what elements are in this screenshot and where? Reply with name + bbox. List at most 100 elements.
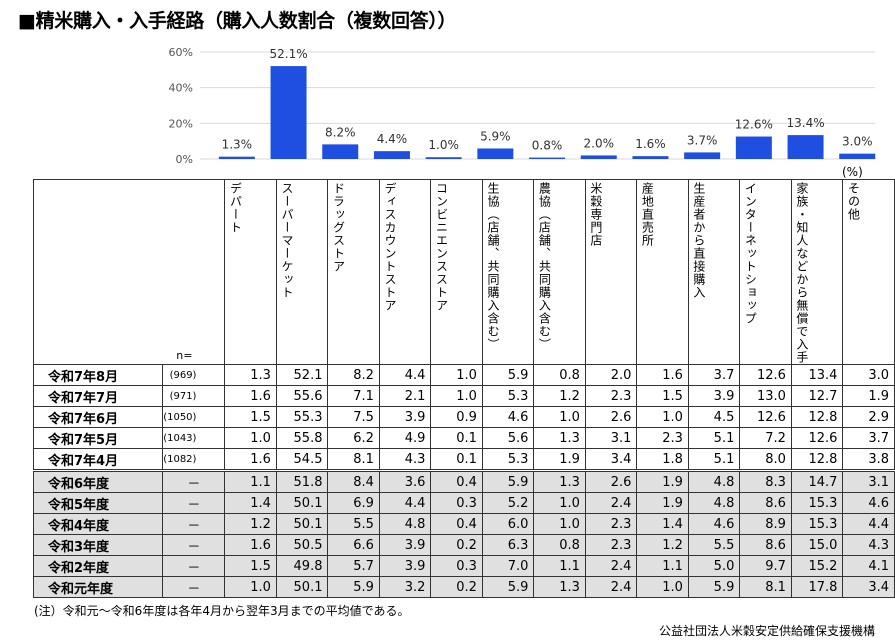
header-corner: n= <box>32 179 226 365</box>
table-cell: 1.0 <box>533 492 586 514</box>
table-cell: 4.3 <box>842 534 895 556</box>
table-cell: 3.2 <box>378 576 432 598</box>
table-row: 令和2年度－ 1.5 49.8 5.7 3.9 0.3 7.0 1.1 2.4 1.1 5.0 9.7… <box>32 555 895 577</box>
table-cell: 5.3 <box>481 448 535 471</box>
table-cell: 3.7 <box>687 364 741 386</box>
data-label: 1.3% <box>222 138 253 152</box>
table-cell: 8.1 <box>327 448 380 471</box>
table-cell: 1.6 <box>224 448 277 471</box>
table-cell: 9.7 <box>739 555 792 577</box>
table-cell: 3.4 <box>842 576 895 598</box>
data-label: 3.0% <box>842 135 873 149</box>
table-row: 令和3年度－ 1.6 50.5 6.6 3.9 0.2 6.3 0.8 2.3 1.2 5.5 8.6… <box>32 534 895 556</box>
table-cell: 4.6 <box>687 513 741 535</box>
table-cell: 1.6 <box>636 364 689 386</box>
bar <box>529 157 566 159</box>
bar <box>373 151 410 159</box>
table-cell: 7.2 <box>739 427 792 449</box>
table-cell: 1.9 <box>533 448 586 471</box>
table-cell: 5.5 <box>327 513 380 535</box>
table-cell: 0.4 <box>430 513 483 535</box>
table-row: 令和7年6月 (1050) 1.5 55.3 7.5 3.9 0.9 4.6 1.0 2.6 1.0… <box>32 406 895 428</box>
table-cell: 12.8 <box>790 406 844 428</box>
table-cell: 4.1 <box>842 555 895 577</box>
table-cell: 4.4 <box>378 364 432 386</box>
table-cell: 2.9 <box>842 406 895 428</box>
table-cell: 3.7 <box>842 427 895 449</box>
table-cell: 12.6 <box>739 364 792 386</box>
data-label: 12.6% <box>735 118 773 132</box>
table-cell: 0.1 <box>430 427 483 449</box>
table-cell: 1.9 <box>636 492 689 514</box>
table-cell: 12.8 <box>790 448 844 471</box>
table-cell: 2.0 <box>584 364 638 386</box>
table-cell: 55.3 <box>275 406 329 428</box>
row-label: 令和6年度 <box>32 469 164 493</box>
column-header: 生協（店舗、共同購入含む） <box>481 179 535 365</box>
table-cell: 6.2 <box>327 427 380 449</box>
bar <box>322 144 359 159</box>
table-cell: 6.6 <box>327 534 380 556</box>
table-cell: 4.6 <box>842 492 895 514</box>
table-cell: 1.1 <box>636 555 689 577</box>
table-cell: 8.9 <box>739 513 792 535</box>
table-cell: 1.0 <box>533 406 586 428</box>
column-header: コンビニエンスストア <box>430 179 483 365</box>
table-cell: 50.1 <box>275 492 329 514</box>
table-cell: 0.8 <box>533 364 586 386</box>
sample-size: － <box>162 513 226 535</box>
bar <box>218 156 255 159</box>
table-cell: 0.2 <box>430 576 483 598</box>
table-cell: 1.6 <box>224 385 277 407</box>
row-label: 令和7年6月 <box>32 406 164 428</box>
table-cell: 5.5 <box>687 534 741 556</box>
table-cell: 8.4 <box>327 469 380 493</box>
column-header: 米穀専門店 <box>584 179 638 365</box>
row-label: 令和7年4月 <box>32 448 164 471</box>
column-header: 生産者から直接購入 <box>687 179 741 365</box>
row-label: 令和2年度 <box>32 555 164 577</box>
table-cell: 3.1 <box>584 427 638 449</box>
table-cell: 1.3 <box>533 576 586 598</box>
sample-size: (1082) <box>162 448 226 471</box>
table-row: 令和7年5月 (1043) 1.0 55.8 6.2 4.9 0.1 5.6 1.3 3.1 2.3… <box>32 427 895 449</box>
sample-size: － <box>162 555 226 577</box>
table-cell: 5.9 <box>687 576 741 598</box>
unit-label: (%) <box>842 165 863 179</box>
table-cell: 1.0 <box>224 427 277 449</box>
table-cell: 1.8 <box>636 448 689 471</box>
table-cell: 4.3 <box>378 448 432 471</box>
n-label: n= <box>176 349 193 362</box>
table-cell: 1.0 <box>636 406 689 428</box>
table-cell: 15.3 <box>790 492 844 514</box>
footnote: (注）令和元～令和6年度は各年4月から翌年3月までの平均値である。 <box>34 604 410 618</box>
table-cell: 1.1 <box>224 469 277 493</box>
table-cell: 1.0 <box>224 576 277 598</box>
table-cell: 2.1 <box>378 385 432 407</box>
table-cell: 1.0 <box>636 576 689 598</box>
table-cell: 3.6 <box>378 469 432 493</box>
table-cell: 8.6 <box>739 534 792 556</box>
table-cell: 50.1 <box>275 513 329 535</box>
table-cell: 49.8 <box>275 555 329 577</box>
table-cell: 15.0 <box>790 534 844 556</box>
data-label: 13.4% <box>786 116 824 130</box>
table-cell: 1.2 <box>533 385 586 407</box>
table-cell: 2.3 <box>584 513 638 535</box>
sample-size: － <box>162 469 226 493</box>
sample-size: (969) <box>162 364 226 386</box>
data-label: 3.7% <box>687 133 718 147</box>
table-cell: 12.6 <box>739 406 792 428</box>
table-row: 令和4年度－ 1.2 50.1 5.5 4.8 0.4 6.0 1.0 2.3 1.4 4.6 8.9… <box>32 513 895 535</box>
sample-size: (1050) <box>162 406 226 428</box>
table-cell: 2.3 <box>584 534 638 556</box>
table-cell: 0.2 <box>430 534 483 556</box>
table-cell: 5.3 <box>481 385 535 407</box>
row-label: 令和3年度 <box>32 534 164 556</box>
bar <box>632 156 669 159</box>
bar <box>477 148 514 159</box>
table-cell: 5.9 <box>481 469 535 493</box>
table-cell: 13.4 <box>790 364 844 386</box>
bar <box>270 66 307 159</box>
row-label: 令和7年8月 <box>32 364 164 386</box>
